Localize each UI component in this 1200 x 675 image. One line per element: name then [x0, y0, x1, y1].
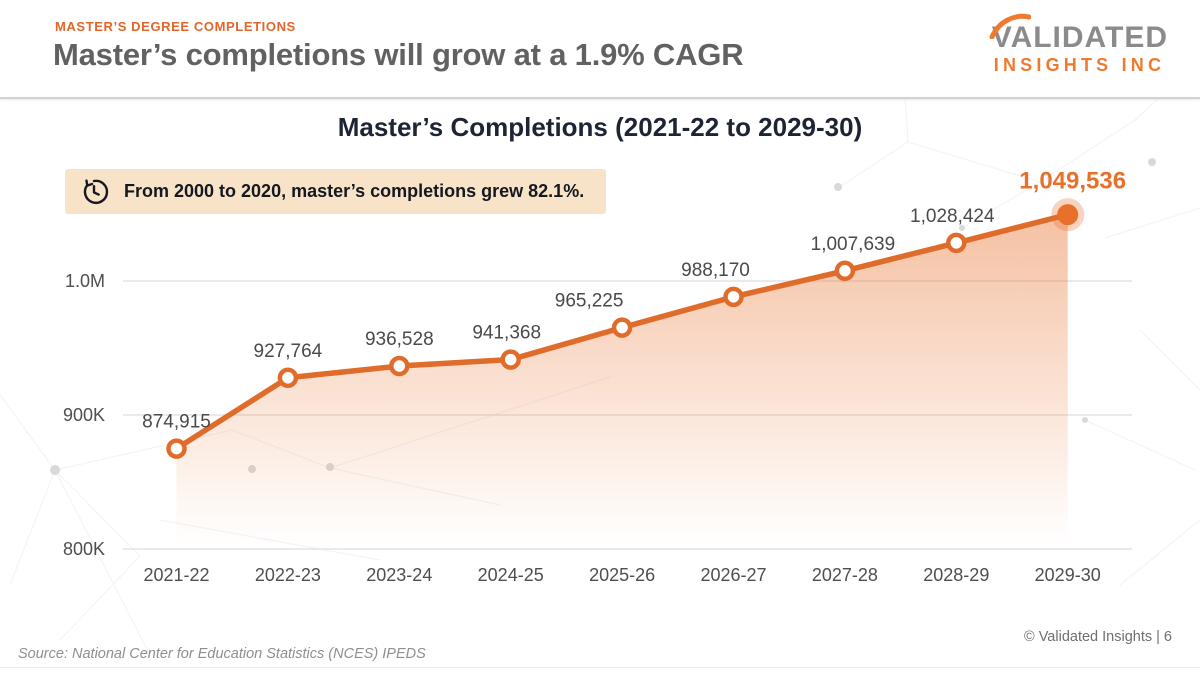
x-axis-tick: 2029-30: [1035, 565, 1101, 585]
area-fill: [176, 214, 1068, 549]
x-axis-tick: 2028-29: [923, 565, 989, 585]
value-label-highlight: 1,049,536: [1019, 168, 1126, 195]
source-note: Source: National Center for Education St…: [18, 646, 426, 662]
x-axis-tick: 2025-26: [589, 565, 655, 585]
callout-text: From 2000 to 2020, master’s completions …: [124, 181, 585, 201]
callout-banner: From 2000 to 2020, master’s completions …: [65, 169, 607, 214]
y-axis-tick: 1.0M: [65, 271, 105, 291]
data-point: [946, 232, 967, 254]
data-point: [277, 367, 299, 389]
logo-text-1: VALIDATED: [991, 21, 1168, 54]
logo-word-validated: VALIDATED: [989, 13, 1168, 54]
value-label: 1,028,424: [910, 206, 995, 227]
data-point: [611, 317, 633, 338]
x-axis-tick: 2024-25: [478, 565, 544, 585]
value-label: 941,368: [472, 323, 541, 344]
clock-history-icon: [83, 178, 109, 204]
chart-title: Master’s Completions (2021-22 to 2029-30…: [337, 112, 863, 142]
value-label: 988,170: [681, 260, 750, 281]
y-axis-tick: 800K: [63, 539, 105, 559]
data-point: [723, 286, 744, 308]
logo-checkmark-icon: [989, 13, 1031, 39]
x-axis-tick: 2021-22: [143, 565, 209, 585]
x-axis-tick: 2027-28: [812, 565, 878, 585]
copyright-page-number: © Validated Insights | 6: [1024, 629, 1172, 645]
value-label: 965,225: [555, 291, 624, 312]
value-label: 1,007,639: [811, 234, 896, 255]
header-eyebrow: MASTER’S DEGREE COMPLETIONS: [55, 19, 296, 34]
header-divider: [0, 97, 1200, 99]
footer-divider: [0, 667, 1200, 668]
value-label: 936,528: [365, 329, 434, 350]
data-point-highlight: [1057, 204, 1079, 226]
x-axis-tick: 2026-27: [700, 565, 766, 585]
x-axis-tick: 2023-24: [366, 565, 432, 585]
page-title: Master’s completions will grow at a 1.9%…: [53, 37, 744, 72]
company-logo: VALIDATED INSIGHTS INC: [989, 13, 1168, 75]
data-point: [500, 349, 521, 370]
header: MASTER’S DEGREE COMPLETIONS Master’s com…: [0, 0, 1200, 97]
line-chart: 800K 900K 1.0M 2021-22 2022-23 2023-24 2024-25…: [63, 168, 1132, 585]
y-axis-tick: 900K: [63, 405, 105, 425]
x-axis-tick: 2022-23: [255, 565, 321, 585]
data-point: [166, 438, 187, 459]
data-point: [389, 355, 410, 377]
data-point: [834, 260, 856, 282]
logo-word-insights-inc: INSIGHTS INC: [993, 55, 1166, 75]
value-label: 874,915: [142, 412, 211, 433]
value-label: 927,764: [254, 341, 323, 362]
